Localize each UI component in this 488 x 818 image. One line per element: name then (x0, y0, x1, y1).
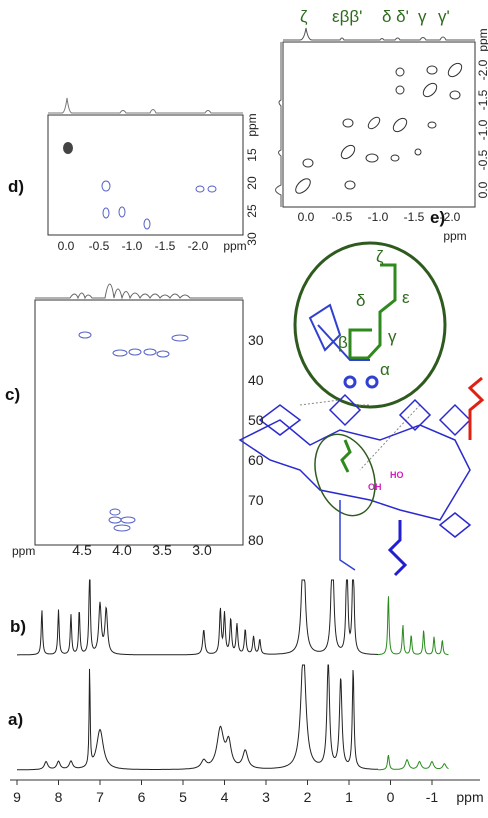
x-tick-label: 2 (304, 789, 312, 805)
panel-label: e) (430, 208, 445, 227)
greek-label: δ (356, 291, 365, 310)
x-tick-label: 0.0 (298, 210, 315, 224)
panel-e-frame (282, 41, 476, 208)
x-tick-label: 3.0 (192, 542, 212, 558)
x-tick-label: -2.0 (188, 239, 209, 253)
y-tick-label: 0.0 (476, 181, 488, 198)
peak-label: ζ (300, 7, 308, 26)
panel-e-projection (283, 27, 475, 41)
x-tick-label: -0.5 (89, 239, 110, 253)
y-tick-label: 60 (248, 452, 264, 468)
panel-d-projection (48, 97, 243, 114)
peak-label: δ δ' (382, 7, 409, 26)
x-unit: ppm (12, 544, 35, 558)
panel-label: a) (8, 710, 23, 729)
y-tick-label: 30 (248, 332, 264, 348)
y-tick-label: 50 (248, 412, 264, 428)
x-tick-label: 4 (221, 789, 229, 805)
panel-e-side-projection (275, 42, 282, 207)
x-tick-label: 9 (13, 789, 21, 805)
x-unit: ppm (223, 239, 246, 253)
peak-label: γ' (438, 7, 450, 26)
ho-label: HO (390, 470, 404, 480)
x-tick-label: -1.5 (155, 239, 176, 253)
y-tick-label: 40 (248, 372, 264, 388)
panel-label: c) (5, 385, 20, 404)
y-tick-label: 30 (245, 232, 259, 246)
panel-label: d) (8, 177, 24, 196)
x-tick-label: 8 (55, 789, 63, 805)
y-tick-label: -1.0 (476, 119, 488, 140)
spectrum-trace (17, 579, 378, 656)
greek-label: α (380, 360, 390, 379)
x-tick-label: 0 (387, 789, 395, 805)
greek-label: ε (402, 288, 410, 307)
y-tick-label: 80 (248, 532, 264, 548)
greek-label: β (338, 333, 348, 352)
x-tick-label: 0.0 (58, 239, 75, 253)
panel-label: b) (10, 617, 26, 636)
x-tick-label: 3.5 (152, 542, 172, 558)
y-tick-label: 20 (245, 176, 259, 190)
spectra (17, 579, 449, 771)
x-tick-label: 6 (138, 789, 146, 805)
peak-label: εββ' (332, 7, 362, 26)
x-tick-label: -1.5 (404, 210, 425, 224)
y-unit: ppm (476, 28, 488, 51)
y-tick-label: -1.5 (476, 89, 488, 110)
x-tick-label: -0.5 (332, 210, 353, 224)
greek-label: ζ (376, 247, 384, 266)
y-tick-label: -2.0 (476, 59, 488, 80)
x-tick-label: 3 (262, 789, 270, 805)
spectrum-trace (378, 754, 449, 771)
panel-c-projection (35, 283, 243, 300)
oh-label: OH (368, 482, 382, 492)
x-tick-label: -2.0 (440, 210, 461, 224)
structure (238, 241, 485, 577)
spectrum-trace (17, 664, 378, 771)
y-tick-label: -0.5 (476, 149, 488, 170)
greek-label: γ (388, 327, 397, 346)
x-unit: ppm (456, 789, 483, 805)
x-tick-label: 4.0 (112, 542, 132, 558)
x-tick-label: 7 (96, 789, 104, 805)
peak-label: γ (418, 7, 427, 26)
x-tick-label: 4.5 (72, 542, 92, 558)
x-tick-label: 1 (345, 789, 353, 805)
y-tick-label: 25 (245, 204, 259, 218)
x-unit: ppm (443, 229, 466, 243)
panel-d-frame (47, 114, 244, 236)
y-unit: ppm (245, 113, 259, 136)
x-tick-label: 5 (179, 789, 187, 805)
panel-e-crosspeaks (295, 62, 463, 194)
x-tick-label: -1.0 (122, 239, 143, 253)
spectrum-trace (378, 596, 449, 656)
y-tick-label: 15 (245, 148, 259, 162)
panel-d-crosspeaks (63, 142, 217, 230)
x-tick-label: -1.0 (368, 210, 389, 224)
panel-c-frame (34, 299, 244, 546)
y-tick-label: 70 (248, 492, 264, 508)
panel-c-crosspeaks (78, 331, 189, 532)
x-tick-label: -1 (426, 789, 439, 805)
